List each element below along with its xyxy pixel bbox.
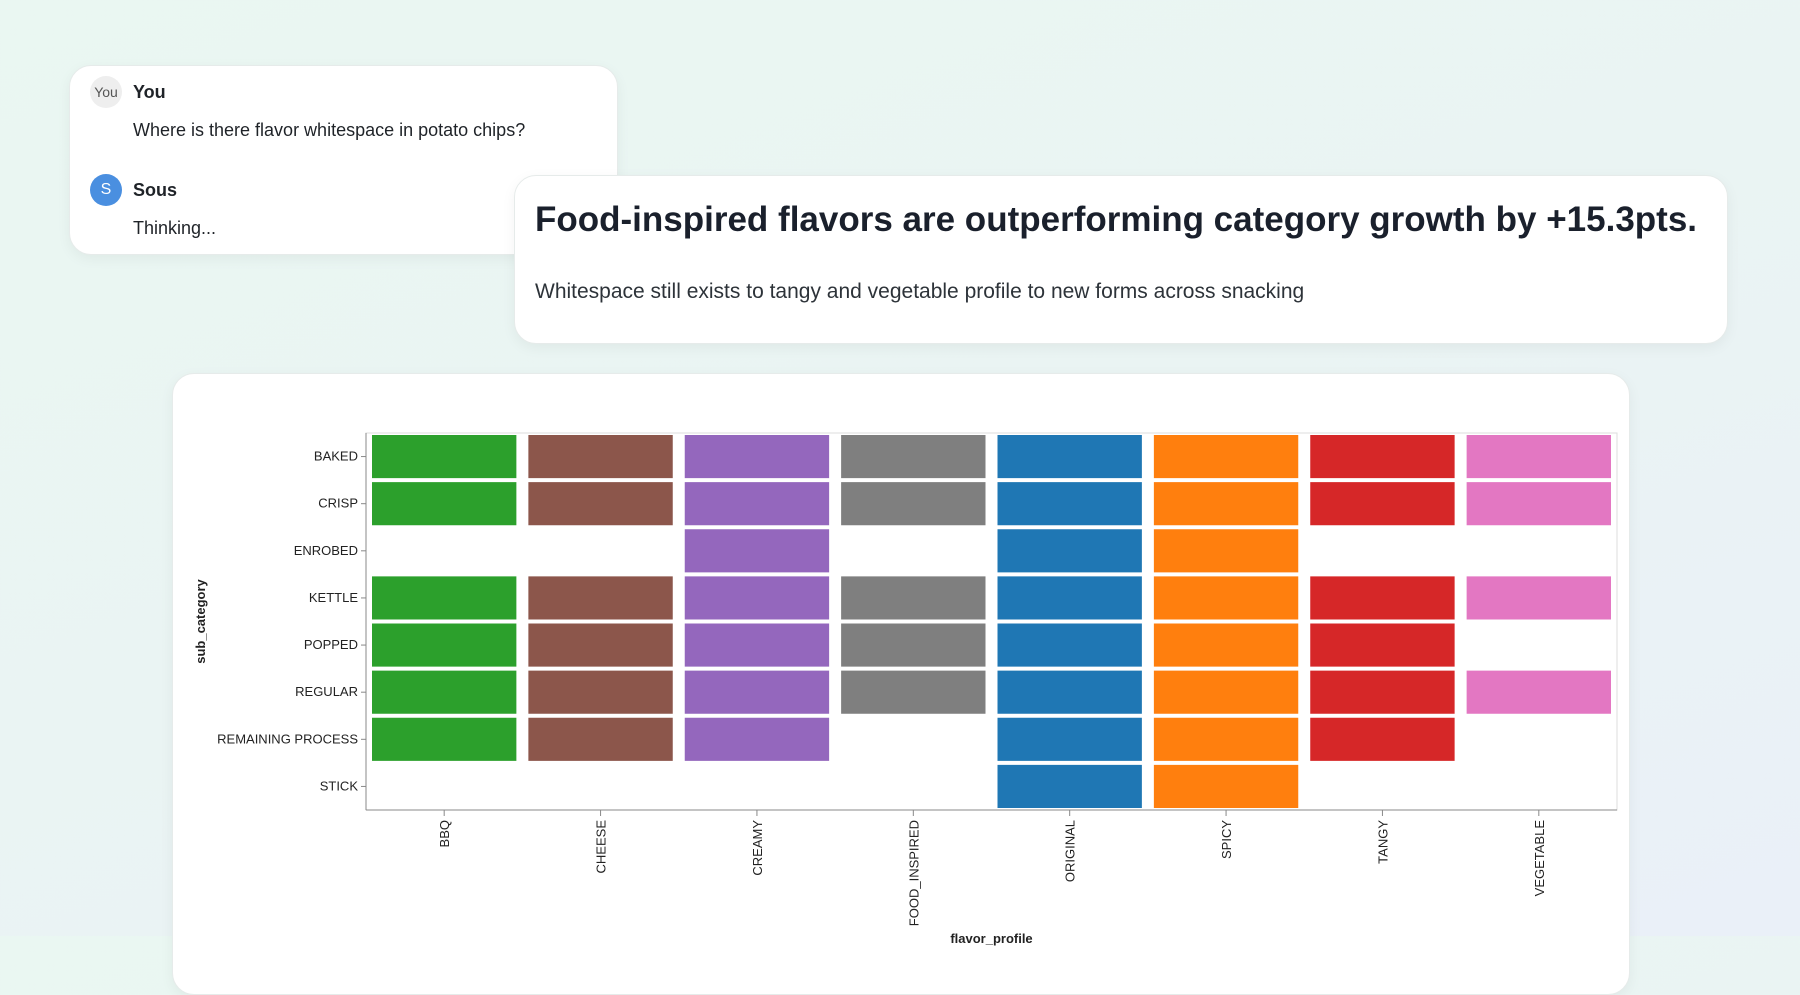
x-tick-label: TANGY bbox=[1375, 820, 1390, 864]
heatmap-cell bbox=[372, 435, 517, 479]
heatmap-cell bbox=[684, 623, 830, 667]
y-tick-label: CRISP bbox=[318, 496, 358, 511]
heatmap-cell bbox=[372, 576, 517, 620]
heatmap-cell bbox=[997, 435, 1142, 479]
heatmap-cell bbox=[997, 529, 1142, 573]
heatmap-cell bbox=[1466, 670, 1611, 714]
heatmap-cell bbox=[1310, 482, 1455, 526]
heatmap-cell bbox=[1153, 435, 1299, 479]
x-tick-label: FOOD_INSPIRED bbox=[906, 820, 921, 926]
heatmap-cell bbox=[997, 623, 1142, 667]
x-tick-label: CHEESE bbox=[594, 820, 609, 874]
heatmap-cell bbox=[1153, 576, 1299, 620]
heatmap-cell bbox=[528, 717, 673, 761]
heatmap-cell bbox=[1310, 717, 1455, 761]
y-tick-label: REGULAR bbox=[295, 684, 358, 699]
user-avatar: You bbox=[90, 76, 122, 108]
heatmap-cell bbox=[372, 482, 517, 526]
heatmap-cell bbox=[528, 576, 673, 620]
y-tick-label: ENROBED bbox=[294, 543, 358, 558]
heatmap-cell bbox=[1153, 670, 1299, 714]
heatmap-cell bbox=[997, 482, 1142, 526]
heatmap-cell bbox=[997, 670, 1142, 714]
heatmap-cell bbox=[1310, 435, 1455, 479]
heatmap-cell bbox=[684, 482, 830, 526]
x-axis-title: flavor_profile bbox=[950, 931, 1032, 946]
heatmap-cell bbox=[1153, 529, 1299, 573]
heatmap-cell bbox=[841, 623, 986, 667]
heatmap-cell bbox=[528, 435, 673, 479]
heatmap-cell bbox=[841, 670, 986, 714]
heatmap-cell bbox=[1310, 623, 1455, 667]
y-tick-label: POPPED bbox=[304, 637, 358, 652]
heatmap-cell bbox=[841, 576, 986, 620]
x-tick-label: ORIGINAL bbox=[1063, 820, 1078, 882]
heatmap-cell bbox=[1466, 576, 1611, 620]
heatmap-cell bbox=[1310, 670, 1455, 714]
x-tick-label: VEGETABLE bbox=[1532, 820, 1547, 897]
heatmap-cell bbox=[528, 482, 673, 526]
x-tick-label: SPICY bbox=[1219, 820, 1234, 859]
heatmap-cell bbox=[1153, 623, 1299, 667]
y-tick-label: STICK bbox=[320, 778, 359, 793]
heatmap-cell bbox=[528, 623, 673, 667]
chat-panel: You You Where is there flavor whitespace… bbox=[69, 65, 618, 255]
assistant-name: Sous bbox=[133, 180, 178, 200]
heatmap-cell bbox=[528, 670, 673, 714]
heatmap-cell bbox=[372, 670, 517, 714]
heatmap-chart: BBQ CHEESE CREAMY FOOD_INSPIRED ORIGINAL SPIC… bbox=[193, 432, 1618, 946]
heatmap-cell bbox=[684, 670, 830, 714]
y-tick-label: REMAINING PROCESS bbox=[217, 731, 358, 746]
heatmap-cell bbox=[1466, 482, 1611, 526]
heatmap-cell bbox=[684, 435, 830, 479]
heatmap-cell bbox=[997, 764, 1142, 808]
insight-card: Food-inspired flavors are outperforming … bbox=[514, 175, 1728, 344]
user-name: You bbox=[133, 82, 166, 102]
heatmap-cell bbox=[1153, 764, 1299, 808]
heatmap-cell bbox=[841, 482, 986, 526]
y-tick-label: KETTLE bbox=[309, 590, 358, 605]
insight-headline: Food-inspired flavors are outperforming … bbox=[535, 200, 1698, 239]
chart-card: BBQ CHEESE CREAMY FOOD_INSPIRED ORIGINAL SPIC… bbox=[172, 373, 1630, 995]
heatmap-cell bbox=[841, 435, 986, 479]
heatmap-cell bbox=[1466, 435, 1611, 479]
heatmap-cell bbox=[372, 623, 517, 667]
heatmap-cell bbox=[1153, 717, 1299, 761]
y-axis-title: sub_category bbox=[193, 578, 208, 663]
heatmap-cell bbox=[1153, 482, 1299, 526]
heatmap-cell bbox=[997, 717, 1142, 761]
y-tick-label: BAKED bbox=[314, 449, 358, 464]
heatmap-cell bbox=[997, 576, 1142, 620]
assistant-avatar: S bbox=[90, 174, 122, 206]
x-tick-label: BBQ bbox=[437, 820, 452, 847]
heatmap-cell bbox=[372, 717, 517, 761]
assistant-status: Thinking... bbox=[133, 218, 217, 238]
heatmap-cell bbox=[684, 717, 830, 761]
user-message-text: Where is there flavor whitespace in pota… bbox=[133, 120, 526, 140]
insight-subtext: Whitespace still exists to tangy and veg… bbox=[535, 280, 1305, 303]
x-tick-label: CREAMY bbox=[750, 820, 765, 876]
heatmap-cell bbox=[1310, 576, 1455, 620]
heatmap-cell bbox=[684, 529, 830, 573]
heatmap-cell bbox=[684, 576, 830, 620]
